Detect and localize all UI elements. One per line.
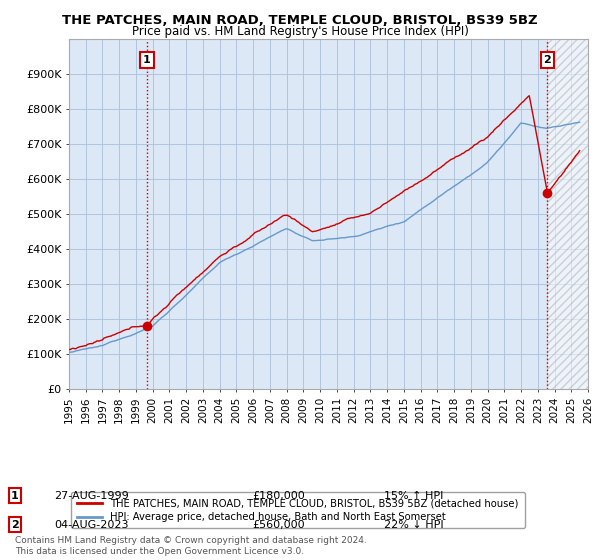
Text: £180,000: £180,000 [252, 491, 305, 501]
Text: 2: 2 [544, 55, 551, 65]
Text: 1: 1 [143, 55, 151, 65]
Text: 15% ↑ HPI: 15% ↑ HPI [384, 491, 443, 501]
Text: Price paid vs. HM Land Registry's House Price Index (HPI): Price paid vs. HM Land Registry's House … [131, 25, 469, 38]
Text: 22% ↓ HPI: 22% ↓ HPI [384, 520, 443, 530]
Text: 2: 2 [11, 520, 19, 530]
Bar [547, 39, 588, 389]
Text: 1: 1 [11, 491, 19, 501]
Legend: THE PATCHES, MAIN ROAD, TEMPLE CLOUD, BRISTOL, BS39 5BZ (detached house), HPI: A: THE PATCHES, MAIN ROAD, TEMPLE CLOUD, BR… [71, 492, 525, 528]
Text: 04-AUG-2023: 04-AUG-2023 [54, 520, 128, 530]
Text: Contains HM Land Registry data © Crown copyright and database right 2024.
This d: Contains HM Land Registry data © Crown c… [15, 536, 367, 556]
Text: THE PATCHES, MAIN ROAD, TEMPLE CLOUD, BRISTOL, BS39 5BZ: THE PATCHES, MAIN ROAD, TEMPLE CLOUD, BR… [62, 14, 538, 27]
Text: 27-AUG-1999: 27-AUG-1999 [54, 491, 129, 501]
Text: £560,000: £560,000 [252, 520, 305, 530]
